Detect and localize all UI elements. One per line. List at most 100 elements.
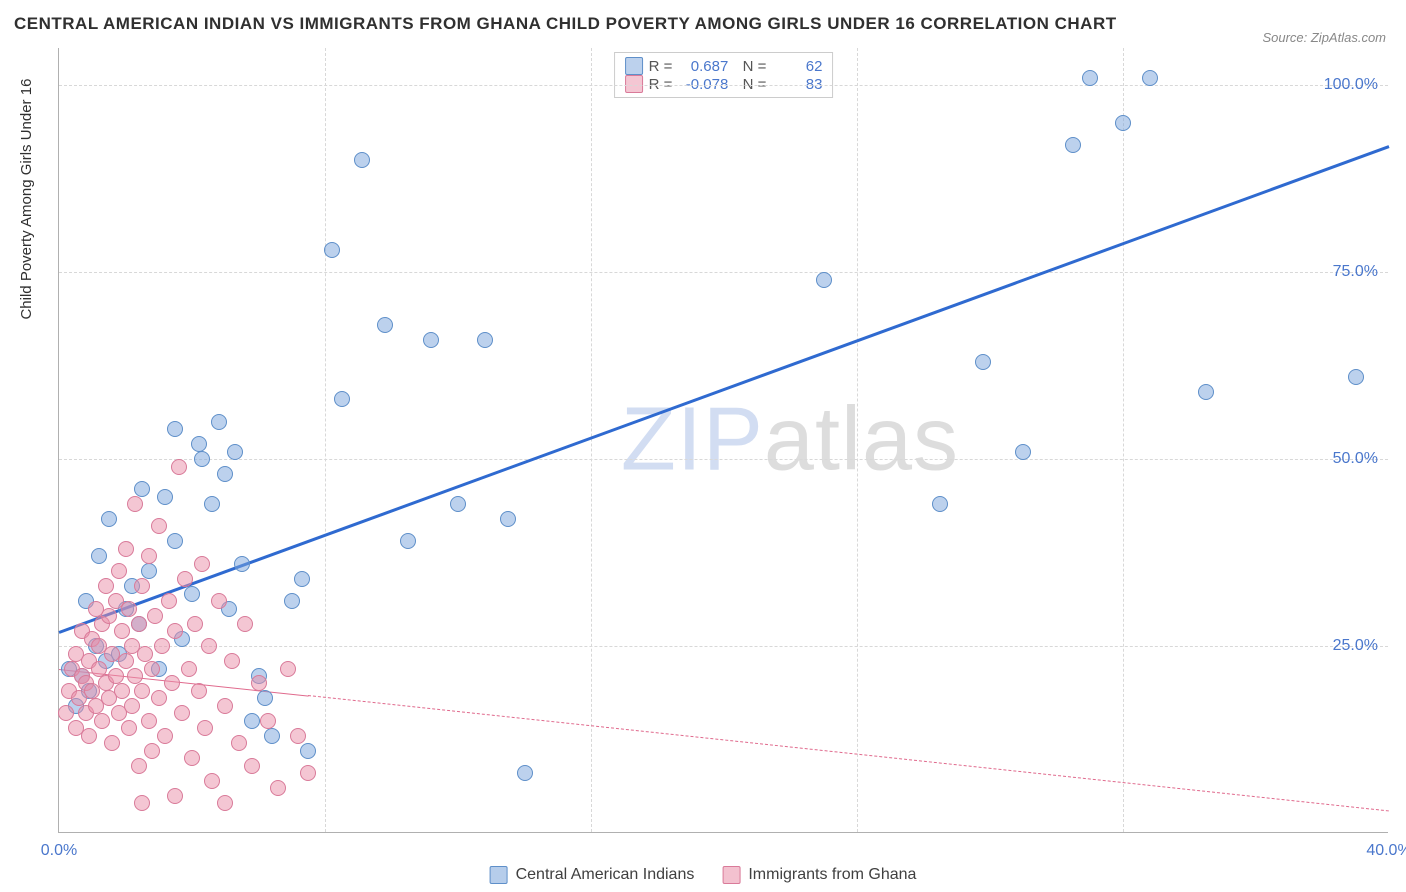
data-point-series-1 xyxy=(234,556,250,572)
data-point-series-2 xyxy=(134,683,150,699)
legend-r-label: R = xyxy=(649,58,673,75)
data-point-series-2 xyxy=(187,616,203,632)
data-point-series-1 xyxy=(184,586,200,602)
vgrid-line xyxy=(1123,48,1124,832)
data-point-series-1 xyxy=(1065,137,1081,153)
data-point-series-2 xyxy=(131,758,147,774)
data-point-series-2 xyxy=(204,773,220,789)
data-point-series-2 xyxy=(141,548,157,564)
legend-r-value-1: 0.687 xyxy=(678,58,728,75)
data-point-series-2 xyxy=(251,675,267,691)
y-tick-label: 50.0% xyxy=(1333,450,1378,468)
data-point-series-2 xyxy=(98,578,114,594)
data-point-series-2 xyxy=(260,713,276,729)
data-point-series-2 xyxy=(194,556,210,572)
data-point-series-1 xyxy=(975,354,991,370)
data-point-series-2 xyxy=(94,713,110,729)
legend-r-value-2: -0.078 xyxy=(678,76,728,93)
x-tick-label: 40.0% xyxy=(1366,842,1406,860)
data-point-series-2 xyxy=(141,713,157,729)
swatch-series-1 xyxy=(625,57,643,75)
data-point-series-2 xyxy=(280,661,296,677)
data-point-series-2 xyxy=(224,653,240,669)
data-point-series-2 xyxy=(111,563,127,579)
vgrid-line xyxy=(591,48,592,832)
data-point-series-2 xyxy=(217,698,233,714)
data-point-series-1 xyxy=(167,533,183,549)
data-point-series-1 xyxy=(324,242,340,258)
data-point-series-2 xyxy=(144,661,160,677)
data-point-series-2 xyxy=(127,668,143,684)
legend-n-label: N = xyxy=(734,76,766,93)
hgrid-line xyxy=(59,646,1388,647)
data-point-series-2 xyxy=(154,638,170,654)
hgrid-line xyxy=(59,459,1388,460)
correlation-legend: R = 0.687 N = 62 R = -0.078 N = 83 xyxy=(614,52,834,98)
data-point-series-1 xyxy=(134,481,150,497)
data-point-series-2 xyxy=(134,578,150,594)
legend-n-value-2: 83 xyxy=(772,76,822,93)
vgrid-line xyxy=(857,48,858,832)
data-point-series-1 xyxy=(264,728,280,744)
data-point-series-2 xyxy=(270,780,286,796)
data-point-series-2 xyxy=(124,698,140,714)
data-point-series-1 xyxy=(1142,70,1158,86)
data-point-series-2 xyxy=(81,728,97,744)
y-axis-label: Child Poverty Among Girls Under 16 xyxy=(18,79,35,320)
data-point-series-2 xyxy=(244,758,260,774)
data-point-series-1 xyxy=(244,713,260,729)
data-point-series-1 xyxy=(194,451,210,467)
data-point-series-1 xyxy=(284,593,300,609)
data-point-series-2 xyxy=(131,616,147,632)
data-point-series-1 xyxy=(141,563,157,579)
trend-line-series-1 xyxy=(58,145,1389,634)
data-point-series-2 xyxy=(151,518,167,534)
data-point-series-1 xyxy=(517,765,533,781)
legend-n-value-1: 62 xyxy=(772,58,822,75)
data-point-series-2 xyxy=(127,496,143,512)
legend-row-series-1: R = 0.687 N = 62 xyxy=(625,57,823,75)
data-point-series-2 xyxy=(118,541,134,557)
data-point-series-2 xyxy=(134,795,150,811)
data-point-series-1 xyxy=(204,496,220,512)
data-point-series-2 xyxy=(201,638,217,654)
data-point-series-2 xyxy=(91,661,107,677)
data-point-series-2 xyxy=(114,623,130,639)
y-tick-label: 75.0% xyxy=(1333,263,1378,281)
data-point-series-1 xyxy=(500,511,516,527)
data-point-series-1 xyxy=(334,391,350,407)
data-point-series-1 xyxy=(217,466,233,482)
data-point-series-2 xyxy=(137,646,153,662)
data-point-series-1 xyxy=(167,421,183,437)
data-point-series-2 xyxy=(157,728,173,744)
data-point-series-2 xyxy=(184,750,200,766)
data-point-series-1 xyxy=(211,414,227,430)
data-point-series-2 xyxy=(290,728,306,744)
data-point-series-1 xyxy=(1348,369,1364,385)
trend-line-series-2 xyxy=(308,695,1389,811)
data-point-series-1 xyxy=(157,489,173,505)
data-point-series-2 xyxy=(58,705,74,721)
data-point-series-2 xyxy=(167,623,183,639)
swatch-series-2 xyxy=(625,75,643,93)
data-point-series-2 xyxy=(118,653,134,669)
data-point-series-1 xyxy=(932,496,948,512)
data-point-series-1 xyxy=(257,690,273,706)
data-point-series-2 xyxy=(101,608,117,624)
x-tick-label: 0.0% xyxy=(41,842,77,860)
swatch-series-2 xyxy=(722,866,740,884)
data-point-series-1 xyxy=(191,436,207,452)
data-point-series-1 xyxy=(294,571,310,587)
hgrid-line xyxy=(59,272,1388,273)
data-point-series-2 xyxy=(144,743,160,759)
y-tick-label: 100.0% xyxy=(1324,76,1378,94)
data-point-series-1 xyxy=(377,317,393,333)
data-point-series-2 xyxy=(151,690,167,706)
data-point-series-2 xyxy=(167,788,183,804)
data-point-series-2 xyxy=(147,608,163,624)
data-point-series-2 xyxy=(300,765,316,781)
data-point-series-2 xyxy=(174,705,190,721)
source-attribution: Source: ZipAtlas.com xyxy=(1262,30,1386,45)
data-point-series-2 xyxy=(121,601,137,617)
legend-label-2: Immigrants from Ghana xyxy=(748,866,916,884)
